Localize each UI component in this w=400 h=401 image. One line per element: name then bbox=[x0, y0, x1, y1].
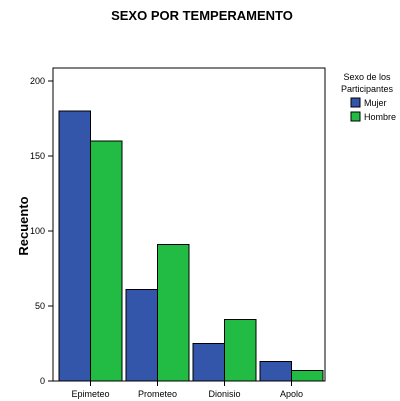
bar-hombre-apolo bbox=[291, 370, 324, 382]
legend-label-mujer: Mujer bbox=[364, 98, 387, 108]
x-tick-label: Prometeo bbox=[138, 389, 177, 399]
legend-label-hombre: Hombre bbox=[364, 112, 396, 122]
y-tick-label: 0 bbox=[40, 376, 45, 386]
bar-mujer-epimeteo bbox=[58, 110, 91, 382]
x-ticks: Epimeteo Prometeo Dionisio Apolo bbox=[71, 381, 303, 399]
bar-mujer-dionisio bbox=[192, 343, 225, 382]
legend-title-line-1: Sexo de los bbox=[343, 72, 391, 82]
x-tick-label: Dionisio bbox=[208, 389, 240, 399]
legend-swatch-hombre bbox=[350, 111, 361, 122]
chart-title: SEXO POR TEMPERAMENTO bbox=[111, 8, 293, 23]
y-tick-label: 100 bbox=[30, 226, 45, 236]
y-tick-label: 200 bbox=[30, 76, 45, 86]
bars bbox=[58, 110, 324, 382]
y-tick-label: 150 bbox=[30, 151, 45, 161]
bar-mujer-apolo bbox=[259, 361, 292, 382]
y-ticks: 0 50 100 150 200 bbox=[30, 76, 53, 386]
x-tick-label: Apolo bbox=[280, 389, 303, 399]
y-tick-label: 50 bbox=[35, 301, 45, 311]
bar-hombre-prometeo bbox=[157, 244, 190, 382]
legend-items: Mujer Hombre bbox=[350, 97, 396, 122]
bar-hombre-epimeteo bbox=[90, 140, 123, 382]
legend: Sexo de los Participantes Mujer Hombre bbox=[341, 72, 396, 122]
legend-swatch-mujer bbox=[350, 97, 361, 108]
bar-hombre-dionisio bbox=[224, 319, 257, 382]
bar-mujer-prometeo bbox=[125, 289, 158, 382]
legend-title-line-2: Participantes bbox=[341, 84, 394, 94]
x-tick-label: Epimeteo bbox=[71, 389, 109, 399]
y-axis-label: Recuento bbox=[16, 196, 31, 255]
